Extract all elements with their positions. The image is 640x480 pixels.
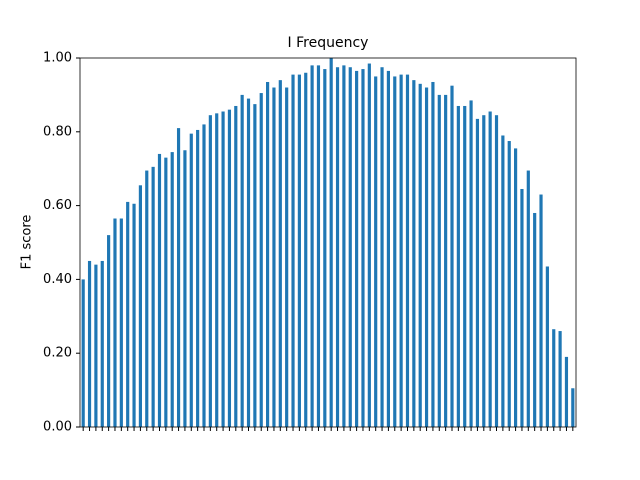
bar	[304, 72, 308, 427]
bar	[399, 74, 403, 427]
bar	[208, 115, 212, 427]
bar	[196, 129, 200, 427]
bar	[266, 81, 270, 428]
bar	[215, 113, 219, 427]
chart-title: I Frequency	[288, 35, 369, 51]
bar	[539, 194, 543, 427]
bar	[533, 212, 537, 427]
bar	[367, 63, 371, 427]
y-axis-label: F1 score	[20, 215, 35, 270]
bar	[151, 166, 155, 428]
bar	[113, 218, 117, 427]
bar	[469, 100, 473, 427]
bar	[81, 279, 85, 427]
bar	[494, 115, 499, 427]
bar	[94, 264, 98, 427]
bar	[297, 74, 301, 427]
bar	[386, 70, 390, 427]
y-tick-label: 0.20	[43, 346, 72, 361]
bar	[545, 266, 549, 427]
y-tick-label: 0.40	[43, 272, 72, 287]
bar	[291, 74, 295, 427]
bar	[272, 87, 276, 428]
bar	[520, 188, 524, 427]
bar	[278, 80, 282, 427]
bar	[132, 203, 136, 427]
bar	[164, 157, 168, 427]
y-tick-label: 0.60	[43, 198, 72, 213]
bar	[342, 65, 346, 427]
bar	[126, 201, 130, 427]
bar	[571, 388, 575, 427]
bar	[507, 141, 511, 427]
bar	[189, 133, 193, 427]
bar	[444, 94, 448, 428]
bar	[374, 76, 378, 427]
bar	[259, 93, 263, 428]
bar	[183, 150, 187, 427]
bar	[482, 115, 486, 427]
bar	[424, 87, 429, 428]
bar	[437, 94, 441, 428]
bar	[526, 170, 530, 428]
bar	[552, 329, 556, 427]
y-tick-label: 1.00	[43, 51, 72, 66]
bar	[285, 87, 289, 428]
bar	[119, 218, 123, 427]
bar	[240, 94, 244, 428]
bar	[170, 152, 174, 427]
bar	[501, 135, 505, 428]
bar	[558, 331, 562, 427]
bar	[475, 118, 480, 427]
bar	[221, 111, 225, 427]
bar	[450, 85, 454, 428]
y-tick-label: 0.00	[43, 420, 72, 435]
bar	[393, 76, 397, 427]
bar	[234, 105, 238, 427]
bar	[157, 153, 162, 427]
bar	[138, 185, 142, 427]
bar	[107, 235, 111, 427]
bar	[100, 260, 104, 427]
bar	[355, 70, 359, 427]
y-tick-label: 0.80	[43, 124, 72, 139]
bar	[380, 67, 384, 427]
bar	[431, 81, 435, 428]
bar	[514, 148, 518, 427]
bar	[564, 356, 569, 427]
bar	[253, 104, 257, 427]
bar	[335, 67, 340, 427]
bar	[145, 170, 149, 428]
bar	[176, 128, 181, 428]
bar	[361, 69, 365, 427]
bar	[412, 80, 416, 427]
bar	[329, 58, 333, 427]
bar	[246, 98, 251, 427]
bar	[316, 65, 321, 427]
bar	[463, 105, 467, 427]
bar	[310, 65, 314, 427]
bar	[323, 69, 327, 427]
bar	[87, 260, 92, 427]
bar	[227, 109, 232, 427]
bar	[418, 83, 422, 427]
bar	[405, 74, 410, 427]
bar	[348, 67, 352, 427]
bar	[456, 105, 460, 427]
bar	[202, 124, 206, 428]
plot-frame	[79, 57, 577, 428]
bar	[488, 111, 492, 427]
